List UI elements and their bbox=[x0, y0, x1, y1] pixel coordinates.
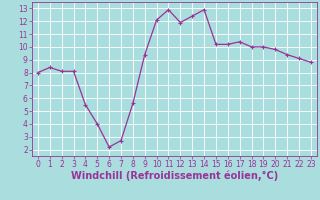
X-axis label: Windchill (Refroidissement éolien,°C): Windchill (Refroidissement éolien,°C) bbox=[71, 171, 278, 181]
